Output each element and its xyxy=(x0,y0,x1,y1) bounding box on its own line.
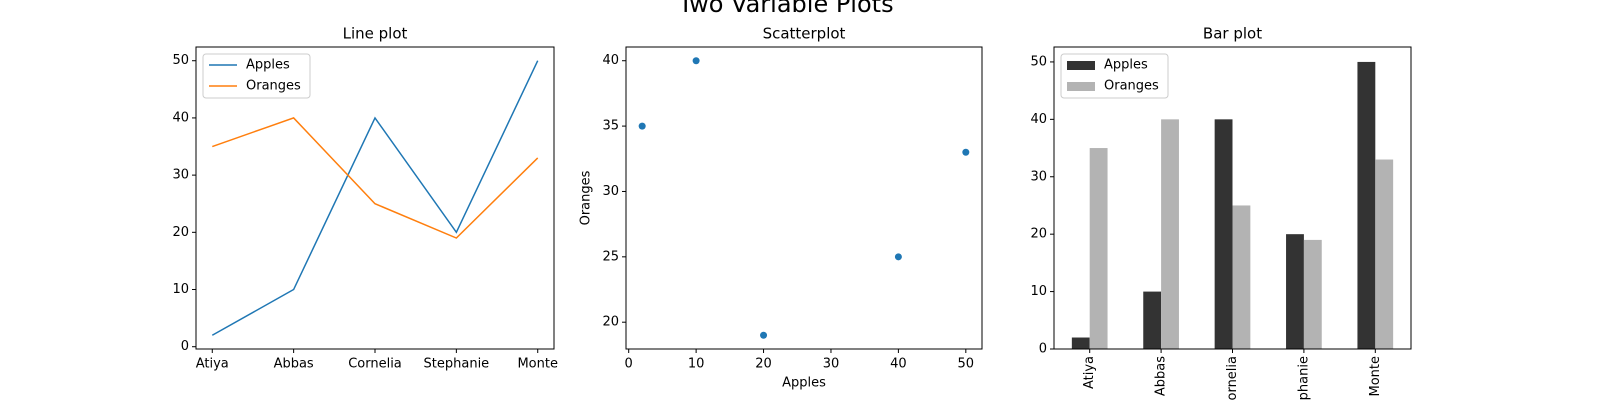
y-tick-label: 50 xyxy=(1030,54,1047,69)
x-tick-label: 40 xyxy=(890,357,907,372)
y-tick-label: 40 xyxy=(1030,112,1047,127)
legend-label: Apples xyxy=(1104,58,1148,73)
y-tick-label: 0 xyxy=(1039,342,1047,357)
x-tick-label: Abbas xyxy=(274,357,314,372)
y-tick-label: 30 xyxy=(1030,169,1047,184)
chart-title: Scatterplot xyxy=(763,25,846,43)
y-tick-label: 10 xyxy=(1030,284,1047,299)
chart-title: Bar plot xyxy=(1203,25,1262,43)
bar xyxy=(1214,119,1233,349)
x-tick-label: 20 xyxy=(755,357,772,372)
y-tick-label: 20 xyxy=(172,225,189,240)
bar xyxy=(1232,205,1251,349)
y-tick-label: 10 xyxy=(172,282,189,297)
y-tick-label: 20 xyxy=(602,315,619,330)
legend-label: Oranges xyxy=(246,79,301,94)
scatter-point xyxy=(692,57,700,65)
figure-title: Two Variable Plots xyxy=(677,0,893,18)
legend-label: Oranges xyxy=(1104,79,1159,94)
y-tick-label: 40 xyxy=(172,110,189,125)
scatter-point xyxy=(760,331,768,339)
line-series xyxy=(211,60,539,336)
bar xyxy=(1357,61,1376,349)
y-axis-label: Oranges xyxy=(579,170,594,225)
y-tick-label: 20 xyxy=(1030,227,1047,242)
x-tick-label: Cornelia xyxy=(348,357,402,372)
y-tick-label: 30 xyxy=(172,168,189,183)
x-tick-label: 50 xyxy=(958,357,975,372)
x-tick-label: Stephanie xyxy=(1296,356,1311,400)
scatter-point xyxy=(962,148,970,156)
bar xyxy=(1286,234,1304,349)
x-tick-label: 0 xyxy=(625,357,633,372)
bar xyxy=(1161,119,1179,349)
y-tick-label: 40 xyxy=(602,53,619,68)
x-tick-label: Abbas xyxy=(1154,356,1169,396)
axes-frame xyxy=(1053,46,1412,350)
line-series xyxy=(212,117,539,239)
scatter-point xyxy=(638,122,646,130)
bar xyxy=(1375,159,1394,349)
bar xyxy=(1303,239,1322,349)
y-tick-label: 30 xyxy=(602,184,619,199)
y-tick-label: 0 xyxy=(181,339,189,354)
axes-frame xyxy=(195,46,555,350)
x-tick-label: Atiya xyxy=(196,357,229,372)
x-tick-label: Atiya xyxy=(1082,356,1097,389)
bar xyxy=(1143,291,1162,349)
x-tick-label: Cornelia xyxy=(1225,356,1240,400)
legend-swatch xyxy=(1067,61,1095,70)
bar xyxy=(1089,148,1108,349)
x-tick-label: 10 xyxy=(688,357,705,372)
x-tick-label: Monte xyxy=(517,357,558,372)
y-tick-label: 25 xyxy=(602,249,619,264)
x-tick-label: 30 xyxy=(823,357,840,372)
x-axis-label: Apples xyxy=(782,376,826,391)
x-tick-label: Monte xyxy=(1368,356,1383,397)
chart-title: Line plot xyxy=(343,25,408,43)
bar xyxy=(1071,337,1090,349)
y-tick-label: 35 xyxy=(602,119,619,134)
x-tick-label: Stephanie xyxy=(424,357,490,372)
legend-swatch xyxy=(1067,82,1095,91)
legend-label: Apples xyxy=(246,58,290,73)
scatter-point xyxy=(894,253,902,261)
axes-frame xyxy=(625,46,983,350)
y-tick-label: 50 xyxy=(172,53,189,68)
